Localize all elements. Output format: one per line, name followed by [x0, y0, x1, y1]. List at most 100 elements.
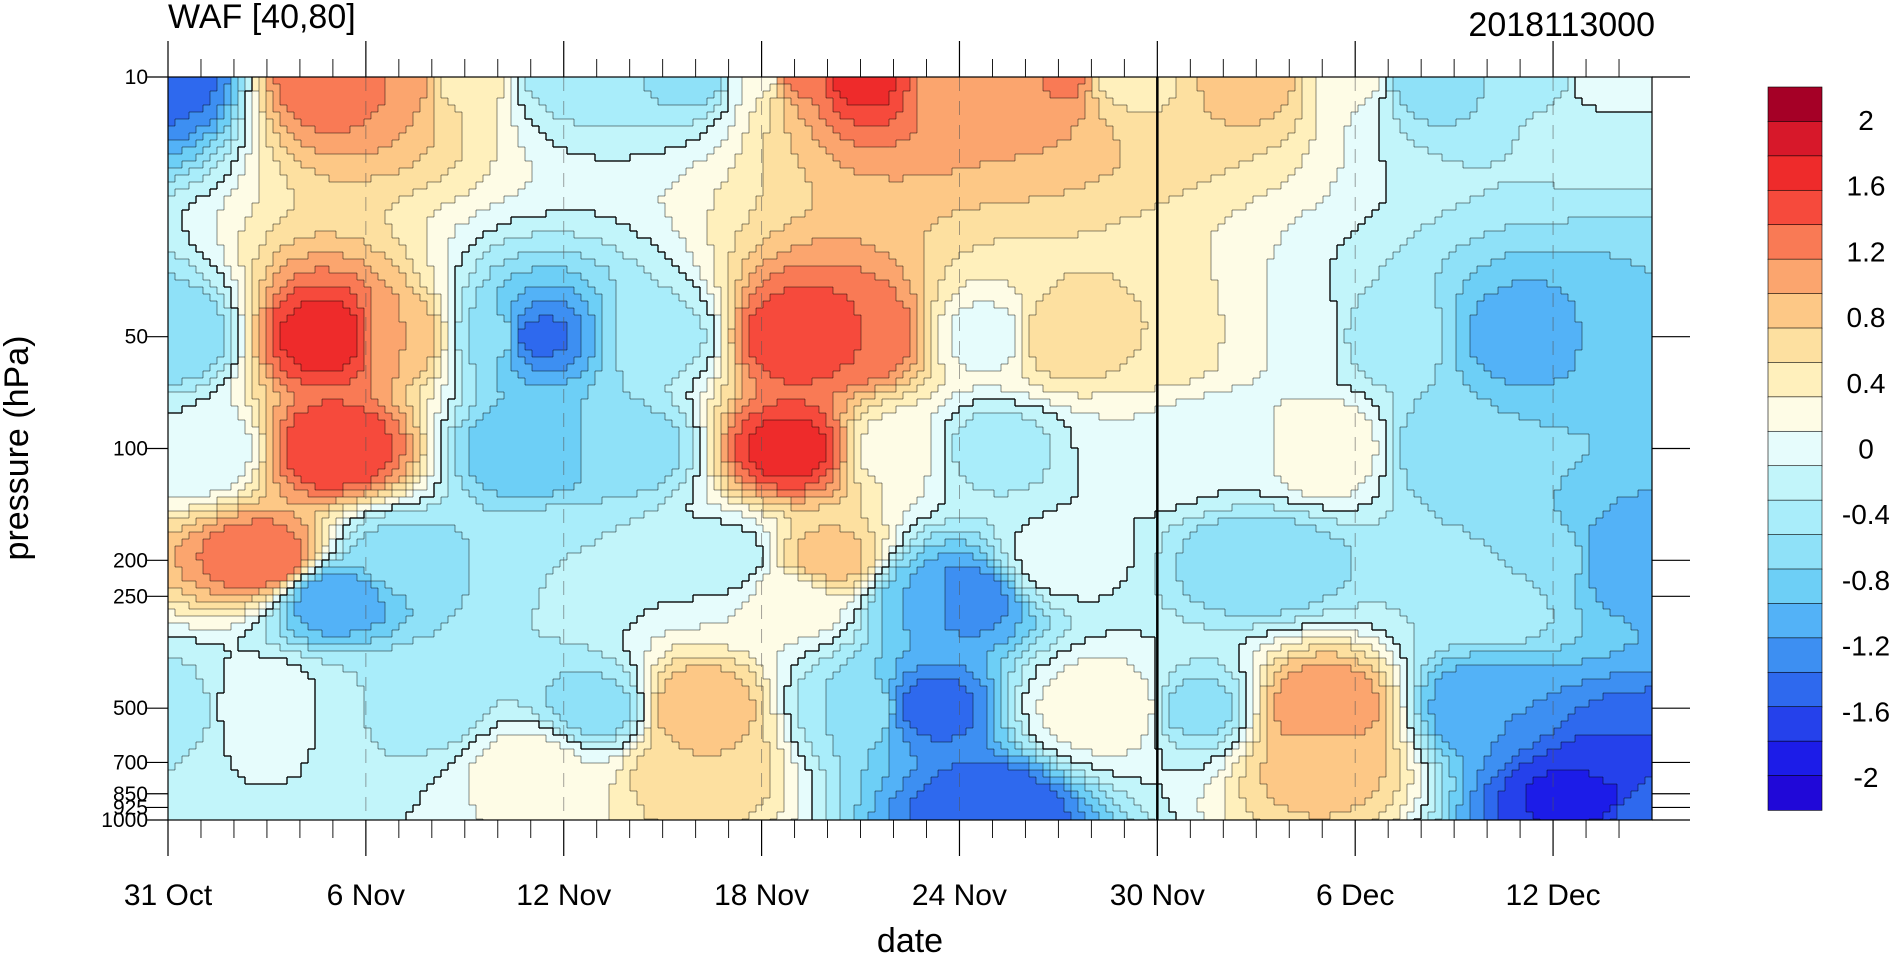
- field-cell: [1533, 77, 1541, 85]
- field-cell: [532, 133, 540, 141]
- field-cell: [1232, 140, 1240, 148]
- field-cell: [1071, 126, 1079, 134]
- field-cell: [686, 98, 694, 106]
- field-cell: [854, 98, 862, 106]
- field-cell: [1183, 112, 1191, 120]
- field-cell: [1246, 98, 1254, 106]
- field-cell: [518, 140, 526, 148]
- field-cell: [602, 98, 610, 106]
- field-cell: [224, 91, 232, 99]
- field-cell: [1561, 98, 1569, 106]
- field-cell: [1379, 119, 1387, 127]
- field-cell: [574, 126, 582, 134]
- field-cell: [1596, 84, 1604, 92]
- field-cell: [896, 126, 904, 134]
- field-cell: [203, 77, 211, 85]
- field-cell: [861, 140, 869, 148]
- field-cell: [1057, 112, 1065, 120]
- field-cell: [357, 119, 365, 127]
- field-cell: [364, 126, 372, 134]
- field-cell: [1295, 84, 1303, 92]
- field-cell: [595, 105, 603, 113]
- field-cell: [406, 91, 414, 99]
- field-cell: [1407, 77, 1415, 85]
- field-cell: [294, 105, 302, 113]
- field-cell: [1624, 91, 1632, 99]
- field-cell: [483, 140, 491, 148]
- field-cell: [525, 105, 533, 113]
- field-cell: [1547, 91, 1555, 99]
- field-cell: [455, 147, 463, 155]
- field-cell: [756, 112, 764, 120]
- field-cell: [1043, 112, 1051, 120]
- field-cell: [609, 98, 617, 106]
- field-cell: [189, 126, 197, 134]
- field-cell: [1491, 91, 1499, 99]
- field-cell: [1505, 98, 1513, 106]
- field-cell: [1176, 98, 1184, 106]
- field-cell: [1400, 140, 1408, 148]
- field-cell: [833, 112, 841, 120]
- field-cell: [581, 105, 589, 113]
- field-cell: [462, 112, 470, 120]
- field-cell: [854, 91, 862, 99]
- field-cell: [1624, 112, 1632, 120]
- field-cell: [476, 105, 484, 113]
- field-cell: [1526, 119, 1534, 127]
- field-cell: [1568, 126, 1576, 134]
- field-cell: [1190, 126, 1198, 134]
- field-cell: [1078, 133, 1086, 141]
- field-cell: [763, 77, 771, 85]
- field-cell: [217, 98, 225, 106]
- field-cell: [1442, 105, 1450, 113]
- field-cell: [651, 112, 659, 120]
- field-cell: [378, 98, 386, 106]
- field-cell: [777, 77, 785, 85]
- field-cell: [756, 91, 764, 99]
- field-cell: [532, 112, 540, 120]
- field-cell: [392, 84, 400, 92]
- field-cell: [840, 112, 848, 120]
- field-cell: [1610, 119, 1618, 127]
- field-cell: [1169, 119, 1177, 127]
- field-cell: [644, 112, 652, 120]
- field-cell: [308, 105, 316, 113]
- field-cell: [1078, 112, 1086, 120]
- field-cell: [1400, 98, 1408, 106]
- field-cell: [924, 91, 932, 99]
- field-cell: [966, 126, 974, 134]
- field-cell: [1337, 119, 1345, 127]
- field-cell: [1092, 119, 1100, 127]
- field-cell: [1316, 119, 1324, 127]
- field-cell: [861, 126, 869, 134]
- field-cell: [728, 105, 736, 113]
- field-cell: [1246, 77, 1254, 85]
- field-cell: [315, 105, 323, 113]
- field-cell: [917, 119, 925, 127]
- field-cell: [924, 126, 932, 134]
- field-cell: [994, 112, 1002, 120]
- field-cell: [336, 105, 344, 113]
- field-cell: [1568, 105, 1576, 113]
- field-cell: [966, 105, 974, 113]
- field-cell: [245, 91, 253, 99]
- field-cell: [1183, 77, 1191, 85]
- field-cell: [1253, 119, 1261, 127]
- field-cell: [833, 133, 841, 141]
- field-cell: [952, 105, 960, 113]
- field-cell: [630, 77, 638, 85]
- field-cell: [385, 112, 393, 120]
- field-cell: [1554, 140, 1562, 148]
- field-cell: [1225, 98, 1233, 106]
- field-cell: [959, 112, 967, 120]
- field-cell: [882, 119, 890, 127]
- field-cell: [924, 112, 932, 120]
- field-cell: [441, 133, 449, 141]
- field-cell: [1204, 105, 1212, 113]
- field-cell: [1582, 112, 1590, 120]
- field-cell: [679, 84, 687, 92]
- field-cell: [1393, 105, 1401, 113]
- field-cell: [1029, 119, 1037, 127]
- field-cell: [280, 140, 288, 148]
- field-cell: [1162, 84, 1170, 92]
